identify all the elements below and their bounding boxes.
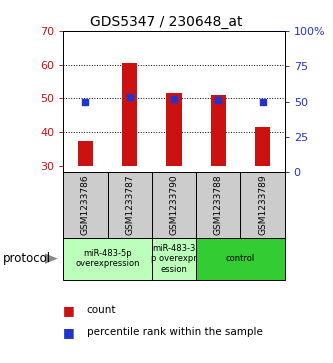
Text: percentile rank within the sample: percentile rank within the sample: [87, 327, 262, 337]
Bar: [78, 142, 93, 166]
Text: GSM1233786: GSM1233786: [81, 175, 90, 236]
Bar: [63, 172, 108, 238]
Bar: [196, 238, 285, 280]
Polygon shape: [45, 253, 58, 264]
Bar: [152, 238, 196, 280]
Text: control: control: [226, 254, 255, 263]
Text: GSM1233789: GSM1233789: [258, 175, 267, 236]
Bar: [166, 93, 182, 166]
Bar: [108, 172, 152, 238]
Bar: [122, 63, 138, 166]
Bar: [196, 172, 240, 238]
Text: miR-483-3
p overexpr
ession: miR-483-3 p overexpr ession: [151, 244, 197, 274]
Bar: [255, 127, 270, 166]
Text: protocol: protocol: [3, 252, 52, 265]
Text: GSM1233788: GSM1233788: [214, 175, 223, 236]
Text: ■: ■: [63, 326, 75, 339]
Bar: [240, 172, 285, 238]
Bar: [210, 95, 226, 166]
Bar: [152, 172, 196, 238]
Text: GSM1233790: GSM1233790: [169, 175, 178, 236]
Text: count: count: [87, 305, 116, 315]
Text: GDS5347 / 230648_at: GDS5347 / 230648_at: [90, 15, 243, 29]
Text: miR-483-5p
overexpression: miR-483-5p overexpression: [75, 249, 140, 268]
Bar: [63, 238, 152, 280]
Text: ■: ■: [63, 304, 75, 317]
Text: GSM1233787: GSM1233787: [125, 175, 134, 236]
